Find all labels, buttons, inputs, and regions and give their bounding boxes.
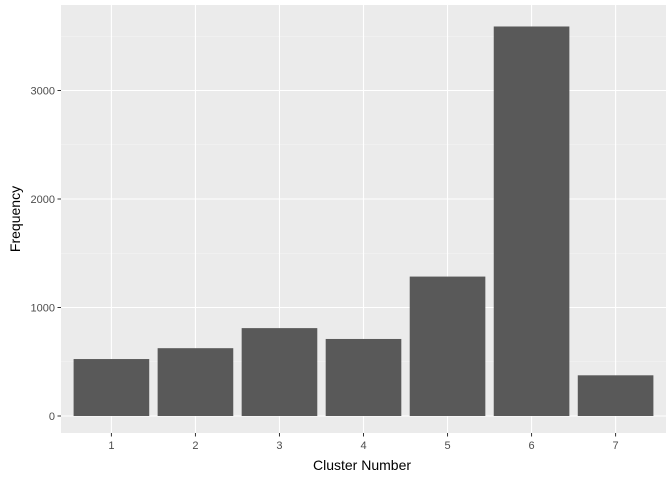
x-tick-label: 4 bbox=[360, 440, 366, 452]
bar-cluster-4 bbox=[325, 338, 402, 416]
x-axis-title: Cluster Number bbox=[313, 457, 411, 473]
x-tick-label: 7 bbox=[613, 440, 619, 452]
bar-cluster-1 bbox=[73, 359, 150, 416]
x-tick-label: 1 bbox=[108, 440, 114, 452]
y-tick-label: 0 bbox=[49, 411, 55, 423]
bar-cluster-2 bbox=[157, 348, 234, 416]
x-tick-label: 6 bbox=[528, 440, 534, 452]
y-axis-ticks: 0 1000 2000 3000 bbox=[31, 86, 61, 423]
bar-cluster-7 bbox=[577, 375, 654, 416]
bar-cluster-3 bbox=[241, 328, 318, 416]
x-tick-label: 5 bbox=[444, 440, 450, 452]
y-tick-label: 2000 bbox=[31, 194, 55, 206]
bar-cluster-6 bbox=[493, 26, 570, 417]
x-tick-label: 2 bbox=[192, 440, 198, 452]
y-axis-title: Frequency bbox=[7, 186, 23, 252]
y-tick-label: 1000 bbox=[31, 303, 55, 315]
x-axis-ticks: 1 2 3 4 5 6 7 bbox=[108, 433, 619, 452]
bars bbox=[73, 26, 654, 417]
y-tick-label: 3000 bbox=[31, 86, 55, 98]
x-tick-label: 3 bbox=[276, 440, 282, 452]
bar-cluster-5 bbox=[409, 276, 486, 416]
